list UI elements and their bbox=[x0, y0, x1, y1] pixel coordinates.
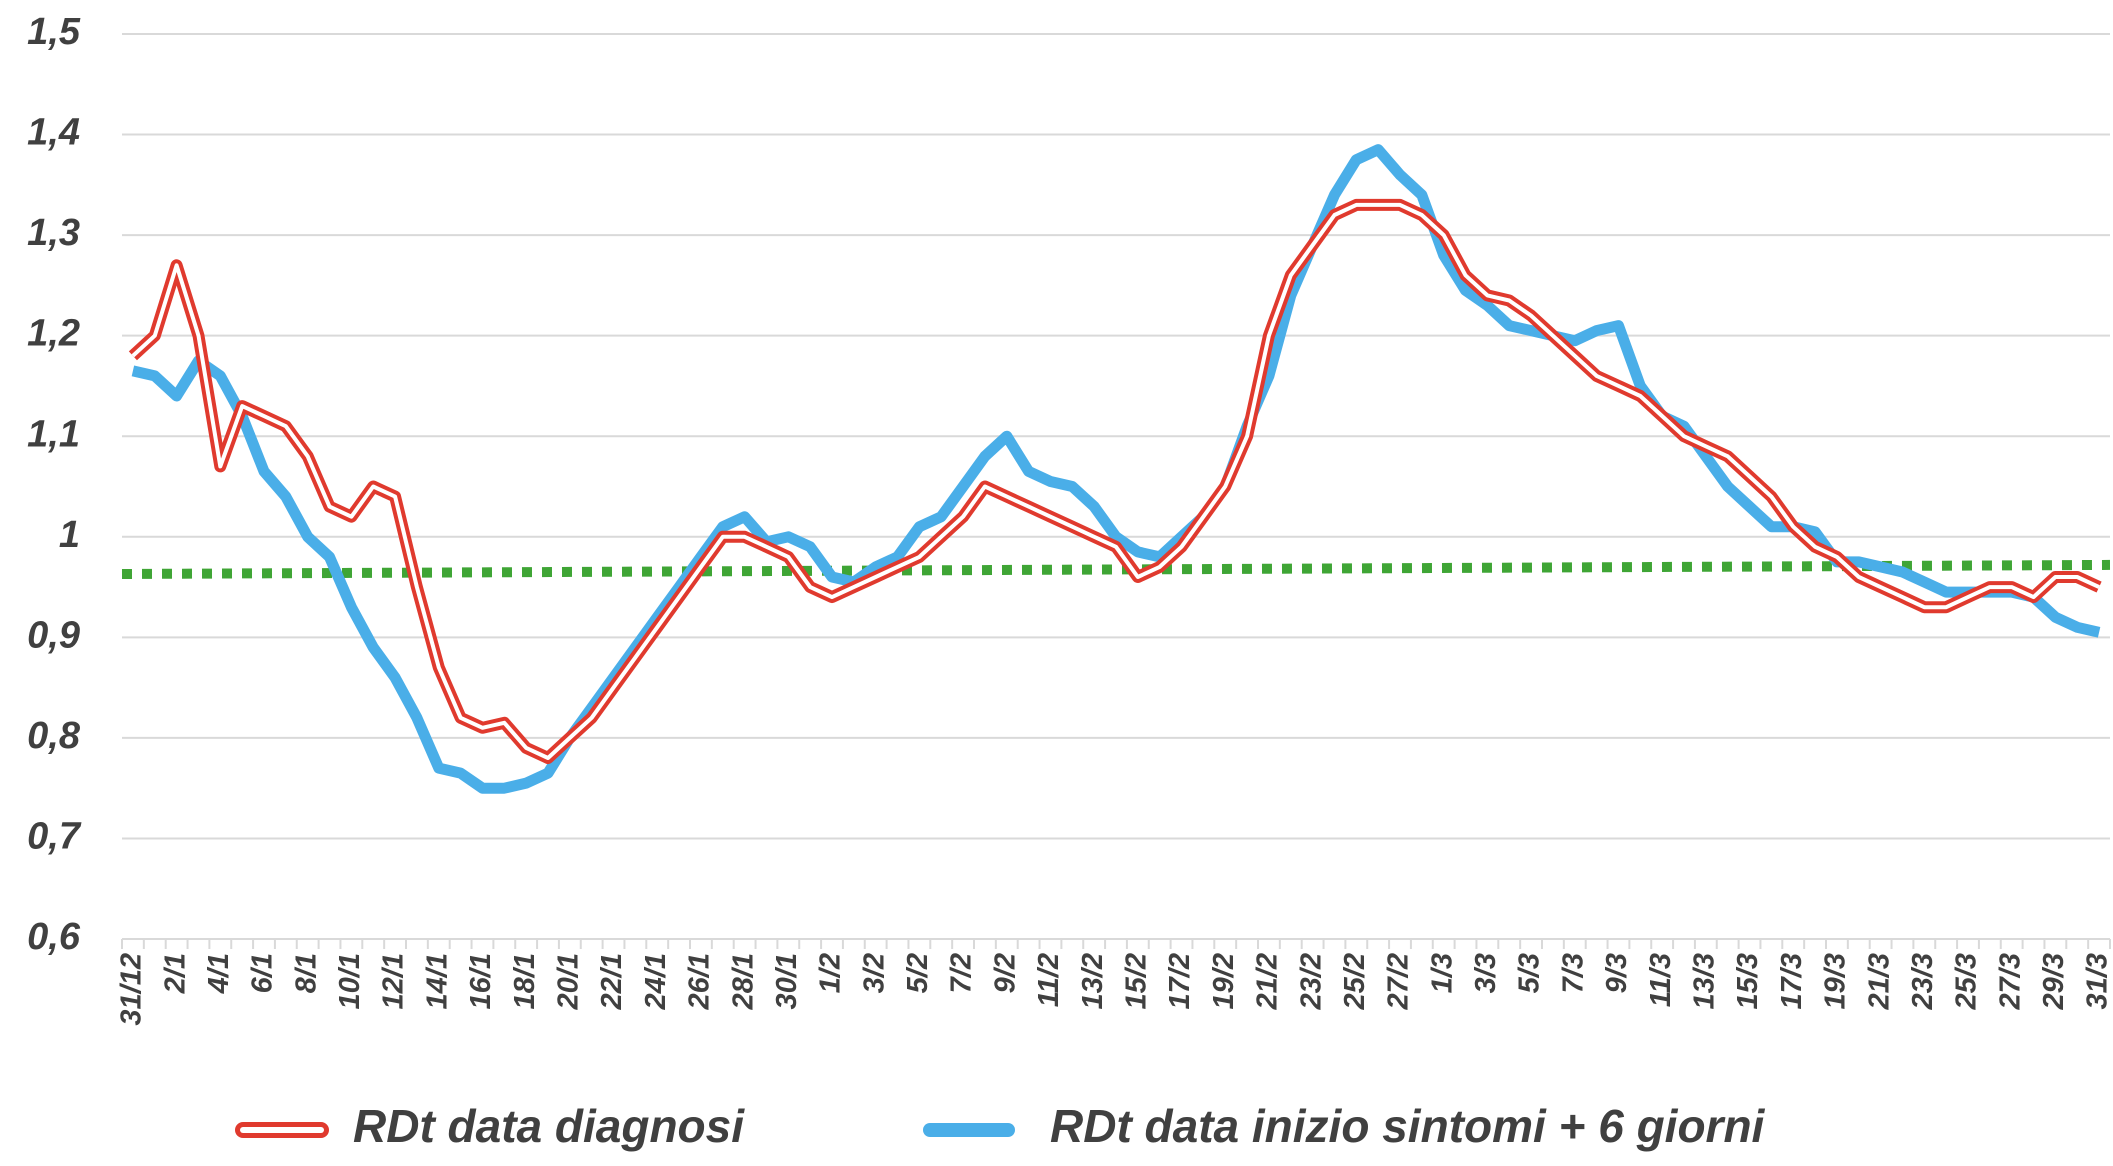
x-tick-label: 21/2 bbox=[1252, 953, 1284, 1010]
x-tick-label: 25/3 bbox=[1951, 953, 1983, 1010]
y-tick-label: 0,9 bbox=[27, 614, 80, 656]
line-inner bbox=[131, 202, 2100, 760]
x-tick-label: 18/1 bbox=[509, 953, 541, 1009]
x-tick-label: 27/2 bbox=[1383, 953, 1415, 1010]
legend-label: RDt data inizio sintomi + 6 giorni bbox=[1050, 1100, 1766, 1152]
x-tick-label: 31/12 bbox=[116, 953, 148, 1026]
y-tick-label: 0,6 bbox=[27, 916, 81, 958]
reference-line bbox=[121, 559, 2111, 579]
x-tick-label: 21/3 bbox=[1863, 953, 1895, 1010]
y-tick-label: 1 bbox=[59, 514, 80, 556]
x-tick-label: 24/1 bbox=[640, 953, 672, 1010]
x-tick-label: 15/3 bbox=[1732, 953, 1764, 1009]
y-tick-label: 1,3 bbox=[27, 212, 80, 254]
y-tick-label: 0,7 bbox=[27, 815, 82, 857]
x-tick-label: 8/1 bbox=[290, 953, 322, 993]
x-tick-label: 2/1 bbox=[159, 953, 191, 994]
line bbox=[128, 198, 2102, 764]
x-tick-label: 5/3 bbox=[1514, 953, 1546, 993]
x-tick-label: 25/2 bbox=[1339, 953, 1371, 1010]
x-tick-label: 7/2 bbox=[946, 953, 978, 993]
x-tick-label: 20/1 bbox=[553, 953, 585, 1010]
x-tick-label: 16/1 bbox=[465, 953, 497, 1009]
x-tick-label: 23/2 bbox=[1295, 953, 1327, 1010]
x-tick-label: 17/2 bbox=[1164, 953, 1196, 1009]
y-tick-label: 1,2 bbox=[27, 313, 80, 355]
x-tick-label: 11/2 bbox=[1033, 953, 1065, 1007]
x-tick-label: 10/1 bbox=[334, 953, 366, 1009]
x-tick-label: 23/3 bbox=[1907, 953, 1939, 1010]
x-tick-label: 6/1 bbox=[247, 953, 279, 993]
legend-label: RDt data diagnosi bbox=[353, 1100, 745, 1152]
x-tick-label: 19/2 bbox=[1208, 953, 1240, 1009]
x-tick-label: 1/2 bbox=[815, 953, 847, 993]
x-tick-label: 15/2 bbox=[1121, 953, 1153, 1009]
y-tick-label: 0,8 bbox=[27, 715, 81, 757]
x-tick-label: 13/2 bbox=[1077, 953, 1109, 1009]
x-tick-label: 27/3 bbox=[1994, 953, 2026, 1010]
x-tick-label: 29/3 bbox=[2038, 953, 2070, 1010]
x-tick-label: 28/1 bbox=[727, 953, 759, 1010]
x-tick-label: 13/3 bbox=[1689, 953, 1721, 1009]
x-tick-label: 3/3 bbox=[1470, 953, 1502, 993]
x-tick-label: 14/1 bbox=[421, 953, 453, 1009]
x-tick-label: 5/2 bbox=[902, 953, 934, 993]
x-tick-label: 12/1 bbox=[378, 953, 410, 1009]
x-tick-label: 4/1 bbox=[203, 953, 235, 994]
x-tick-label: 1/3 bbox=[1426, 953, 1458, 993]
y-tick-label: 1,1 bbox=[27, 413, 80, 455]
x-tick-label: 26/1 bbox=[684, 953, 716, 1010]
x-tick-label: 3/2 bbox=[858, 953, 890, 993]
y-tick-label: 1,4 bbox=[27, 112, 80, 154]
x-tick-label: 7/3 bbox=[1557, 953, 1589, 993]
y-tick-label: 1,5 bbox=[27, 11, 81, 53]
x-tick-label: 9/2 bbox=[989, 953, 1021, 993]
x-tick-label: 30/1 bbox=[771, 953, 803, 1009]
x-tick-label: 9/3 bbox=[1601, 953, 1633, 993]
x-tick-label: 31/3 bbox=[2082, 953, 2113, 1009]
x-tick-label: 11/3 bbox=[1645, 953, 1677, 1007]
x-tick-label: 17/3 bbox=[1776, 953, 1808, 1009]
line bbox=[131, 144, 2101, 794]
x-tick-label: 22/1 bbox=[596, 953, 628, 1010]
x-tick-label: 19/3 bbox=[1820, 953, 1852, 1009]
